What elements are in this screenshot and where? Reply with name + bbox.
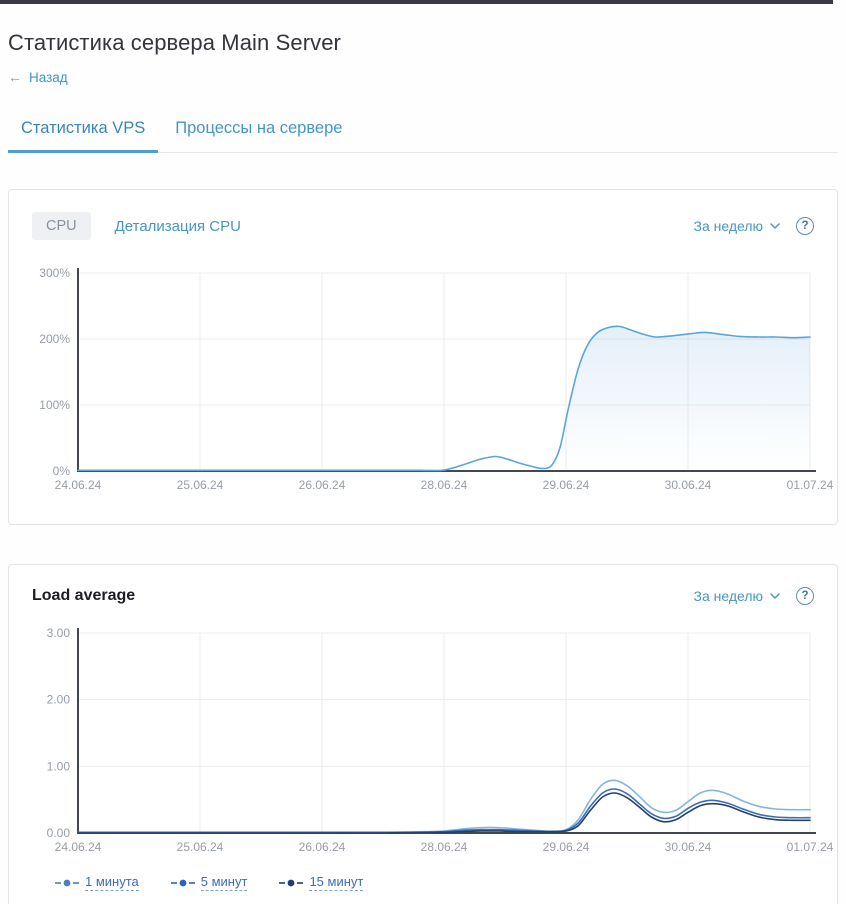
chevron-down-icon xyxy=(770,223,780,229)
legend-marker-icon xyxy=(55,879,79,887)
y-tick-label: 300% xyxy=(39,266,70,280)
x-tick-label: 25.06.24 xyxy=(177,478,224,492)
legend-label: 1 минута xyxy=(85,874,139,891)
chevron-down-icon xyxy=(770,593,780,599)
y-tick-label: 0.00 xyxy=(47,826,71,840)
load-card-title: Load average xyxy=(32,587,136,604)
cpu-usage-svg: 0% 100% 200% 300% 24.06.24 25.06.24 26.06.24 28… xyxy=(39,266,834,492)
x-tick-label: 28.06.24 xyxy=(421,478,468,492)
y-tick-label: 200% xyxy=(39,332,70,346)
legend-item[interactable]: 15 минут xyxy=(279,874,364,891)
cpu-period-label: За неделю xyxy=(693,218,763,234)
y-tick-label: 3.00 xyxy=(47,626,71,640)
content: Статистика сервера Main Server ← Назад С… xyxy=(0,30,846,904)
x-tick-label: 26.06.24 xyxy=(299,840,346,854)
x-tick-label: 01.07.24 xyxy=(787,478,834,492)
cpu-detail-link[interactable]: Детализация CPU xyxy=(114,217,241,235)
load-help-icon[interactable]: ? xyxy=(796,587,814,605)
x-tick-label: 29.06.24 xyxy=(543,840,590,854)
back-label: Назад xyxy=(29,69,68,85)
x-tick-label: 29.06.24 xyxy=(543,478,590,492)
load-average-svg: 0.00 1.00 2.00 3.00 24.06.24 25.06.24 26.06.24… xyxy=(47,626,834,854)
legend-label: 5 минут xyxy=(200,874,248,891)
legend-marker-icon xyxy=(279,879,304,887)
page-title: Статистика сервера Main Server xyxy=(8,30,341,55)
legend-item[interactable]: 5 минут xyxy=(170,874,248,891)
legend-item[interactable]: 1 минута xyxy=(55,874,139,891)
y-tick-label: 100% xyxy=(39,398,70,412)
x-tick-label: 24.06.24 xyxy=(55,478,102,492)
cpu-period-dropdown[interactable]: За неделю xyxy=(693,218,780,234)
tab-server-processes[interactable]: Процессы на сервере xyxy=(175,119,343,137)
y-tick-label: 0% xyxy=(53,464,71,478)
cpu-tab-button[interactable]: CPU xyxy=(32,212,91,240)
legend-label: 15 минут xyxy=(309,874,364,891)
x-tick-label: 26.06.24 xyxy=(299,478,346,492)
series-area-fill xyxy=(78,326,810,471)
cpu-card-header: CPU Детализация CPU За неделю ? xyxy=(9,212,837,240)
back-arrow-icon: ← xyxy=(8,69,22,85)
legend-marker-icon xyxy=(170,879,195,887)
series-line xyxy=(77,792,811,834)
load-period-dropdown[interactable]: За неделю xyxy=(693,588,780,604)
legend: 1 минута 5 минут 15 минут xyxy=(55,874,837,891)
x-tick-label: 25.06.24 xyxy=(177,840,224,854)
tab-bar: Статистика VPS Процессы на сервере xyxy=(8,119,838,153)
tab-vps-statistics[interactable]: Статистика VPS xyxy=(8,119,159,153)
y-tick-label: 1.00 xyxy=(47,759,71,773)
x-tick-label: 24.06.24 xyxy=(55,840,102,854)
load-average-chart: 0.00 1.00 2.00 3.00 24.06.24 25.06.24 26.06.24… xyxy=(32,623,837,866)
back-link[interactable]: ← Назад xyxy=(8,69,68,85)
load-period-label: За неделю xyxy=(693,588,763,604)
cpu-help-icon[interactable]: ? xyxy=(796,217,814,235)
load-card-header: Load average За неделю ? xyxy=(9,587,837,605)
cpu-card: CPU Детализация CPU За неделю ? 0% 100% 20… xyxy=(8,189,838,525)
y-tick-label: 2.00 xyxy=(47,693,71,707)
top-window-strip xyxy=(0,0,833,4)
x-tick-label: 28.06.24 xyxy=(421,840,468,854)
x-tick-label: 30.06.24 xyxy=(665,840,712,854)
x-tick-label: 01.07.24 xyxy=(787,840,834,854)
cpu-chart: 0% 100% 200% 300% 24.06.24 25.06.24 26.06.24 28… xyxy=(32,263,837,504)
load-average-card: Load average За неделю ? 0.00 1.00 2.00 3.0… xyxy=(8,564,838,904)
x-tick-label: 30.06.24 xyxy=(665,478,712,492)
series-line xyxy=(77,325,811,472)
